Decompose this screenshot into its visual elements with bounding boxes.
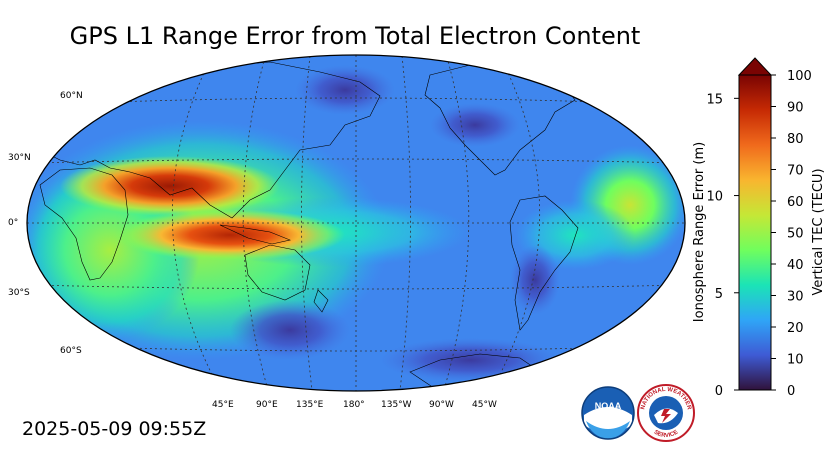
tec-tick-label: 20: [787, 321, 804, 336]
tec-tick-label: 90: [787, 101, 804, 116]
tec-tick-label: 60: [787, 195, 804, 210]
noaa-logo-text: NOAA: [595, 401, 622, 411]
lon-label: 45°W: [472, 400, 497, 410]
colorbar-extend-arrow: [737, 57, 773, 76]
tec-tick-label: 70: [787, 164, 804, 179]
range-error-tick-label: 0: [715, 384, 723, 399]
lon-label: 45°E: [212, 400, 234, 410]
lat-label: 30°S: [8, 288, 30, 298]
vertical-tec-axis-label: Vertical TEC (TECU): [811, 168, 826, 295]
graticule: [27, 55, 685, 391]
lat-label: 0°: [8, 218, 18, 228]
tec-tick-label: 80: [787, 132, 804, 147]
tec-field: [27, 55, 685, 391]
tec-tick-label: 10: [787, 353, 804, 368]
lon-label: 135°E: [296, 400, 324, 410]
timestamp: 2025-05-09 09:55Z: [22, 418, 207, 440]
tec-tick-label: 50: [787, 227, 804, 242]
lat-label: 60°N: [60, 91, 83, 101]
nws-logo: NATIONAL WEATHER SERVICE: [637, 384, 695, 442]
lat-label: 60°S: [60, 346, 82, 356]
noaa-logo: NOAA: [581, 386, 635, 440]
nws-logo-text-bottom: SERVICE: [653, 430, 680, 440]
range-error-tick-label: 10: [706, 190, 723, 205]
lon-label: 90°W: [429, 400, 454, 410]
map-border: [26, 54, 686, 392]
range-error-axis-label: Ionosphere Range Error (m): [692, 142, 707, 322]
colorbar-gradient: [738, 74, 772, 391]
tec-tick-label: 30: [787, 290, 804, 305]
range-error-tick-label: 15: [706, 92, 723, 107]
lon-label: 90°E: [256, 400, 278, 410]
figure-title: GPS L1 Range Error from Total Electron C…: [69, 22, 641, 50]
range-error-tick-label: 5: [715, 287, 723, 302]
tec-tick-label: 40: [787, 258, 804, 273]
svg-text:SERVICE: SERVICE: [653, 430, 680, 440]
tec-tick-label: 0: [787, 384, 795, 399]
tec-tick-label: 100: [787, 69, 812, 84]
lon-label: 135°W: [381, 400, 412, 410]
lat-label: 30°N: [8, 153, 31, 163]
lon-label: 180°: [343, 400, 365, 410]
